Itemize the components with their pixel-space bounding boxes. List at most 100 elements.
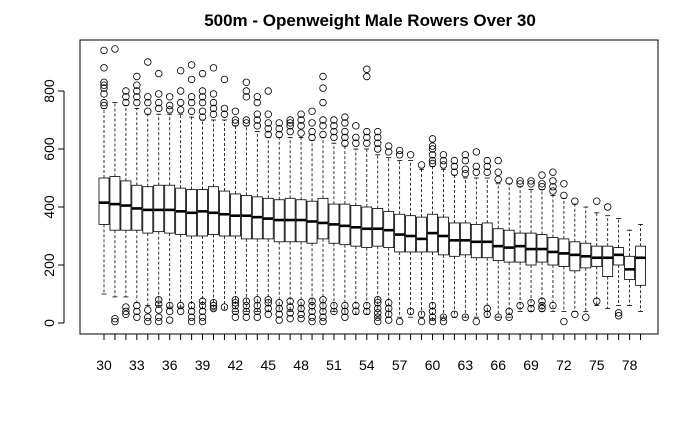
outlier-point — [428, 145, 437, 153]
outlier-point — [297, 299, 305, 307]
outlier-point — [100, 98, 108, 107]
outlier-point — [308, 317, 316, 326]
outlier-point — [494, 175, 502, 184]
outlier-point — [187, 301, 196, 310]
outlier-point — [100, 81, 108, 89]
outlier-point — [330, 307, 338, 316]
outlier-point — [187, 61, 196, 69]
outlier-point — [100, 101, 108, 110]
outlier-point — [385, 304, 393, 313]
outlier-point — [144, 317, 152, 326]
outlier-point — [352, 122, 360, 130]
outlier-point — [527, 304, 535, 313]
outlier-point — [341, 307, 349, 316]
iqr-box — [153, 184, 165, 233]
outlier-point — [231, 107, 240, 115]
outlier-point — [527, 299, 535, 307]
outlier-point — [264, 119, 272, 127]
box-age-71 — [547, 168, 559, 312]
outlier-point — [253, 296, 261, 304]
outlier-point — [133, 81, 141, 89]
outlier-point — [209, 64, 218, 72]
outlier-point — [286, 309, 294, 317]
chart-title: 500m - Openweight Male Rowers Over 30 — [204, 11, 536, 30]
outlier-point — [155, 98, 163, 107]
outlier-point — [428, 317, 437, 326]
outlier-point — [516, 301, 524, 310]
outlier-point — [374, 304, 382, 313]
outlier-point — [242, 116, 251, 124]
outlier-point — [198, 98, 207, 107]
outlier-point — [330, 116, 338, 124]
outlier-point — [253, 313, 261, 321]
outlier-point — [461, 165, 470, 173]
iqr-box — [317, 197, 329, 240]
outlier-point — [439, 161, 448, 169]
boxes-group — [98, 45, 646, 326]
outlier-point — [231, 301, 240, 310]
outlier-point — [319, 72, 327, 81]
outlier-point — [516, 180, 524, 188]
outlier-point — [144, 107, 152, 115]
outlier-point — [297, 122, 305, 130]
outlier-point — [198, 307, 207, 316]
outlier-point — [374, 139, 382, 147]
outlier-point — [100, 78, 108, 86]
outlier-point — [297, 110, 305, 118]
box-age-32 — [120, 87, 132, 318]
outlier-point — [264, 299, 272, 307]
outlier-point — [275, 299, 283, 307]
outlier-point — [253, 98, 261, 107]
outlier-point — [374, 133, 382, 142]
outlier-point — [385, 310, 393, 318]
x-tick-label: 63 — [458, 357, 474, 373]
outlier-point — [308, 313, 316, 321]
outlier-point — [144, 313, 152, 321]
outlier-point — [122, 307, 130, 316]
box-age-63 — [459, 151, 471, 321]
outlier-point — [560, 191, 568, 200]
box-age-66 — [492, 156, 504, 321]
x-tick-label: 51 — [326, 357, 342, 373]
outlier-point — [374, 313, 382, 321]
outlier-point — [264, 87, 272, 95]
iqr-box — [492, 228, 504, 262]
outlier-point — [549, 177, 557, 185]
outlier-point — [352, 307, 360, 316]
outlier-point — [231, 296, 240, 304]
outlier-point — [330, 133, 338, 142]
outlier-point — [187, 98, 196, 107]
outlier-point — [406, 151, 415, 159]
outlier-point — [341, 119, 349, 127]
outlier-point — [417, 310, 426, 318]
box-age-59 — [416, 161, 427, 326]
outlier-point — [253, 116, 261, 124]
x-axis: 30 33 36 39 42 45 48 51 54 57 60 63 66 69 72 75 78 — [96, 333, 642, 373]
outlier-point — [341, 113, 349, 121]
outlier-point — [209, 301, 218, 310]
outlier-point — [417, 317, 426, 326]
x-tick-label: 45 — [260, 357, 276, 373]
outlier-point — [363, 307, 371, 316]
box-age-40 — [208, 64, 219, 313]
x-tick-label: 60 — [425, 357, 441, 373]
outlier-point — [264, 130, 272, 139]
outlier-point — [319, 317, 327, 326]
outlier-point — [275, 316, 283, 324]
box-age-64 — [470, 148, 482, 326]
outlier-point — [253, 307, 261, 316]
iqr-box — [459, 222, 471, 256]
box-age-43 — [240, 78, 252, 321]
outlier-point — [133, 87, 141, 95]
box-age-69 — [525, 177, 537, 313]
y-tick-label: 200 — [41, 253, 57, 277]
x-tick-label: 72 — [556, 357, 572, 373]
outlier-point — [264, 296, 272, 304]
outlier-point — [352, 301, 360, 310]
iqr-box — [350, 205, 362, 247]
box-age-30 — [98, 46, 110, 295]
outlier-point — [428, 159, 437, 168]
box-age-51 — [328, 116, 340, 316]
